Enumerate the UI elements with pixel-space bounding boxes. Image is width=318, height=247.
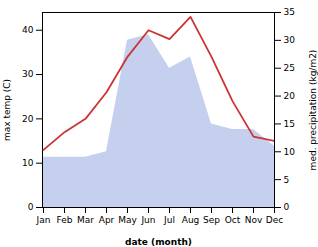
svg-text:0: 0 [284,202,290,212]
svg-text:Aug: Aug [182,215,200,225]
svg-text:Jul: Jul [163,215,175,225]
svg-text:Dec: Dec [266,215,283,225]
svg-text:med. precipitation (kg/m2): med. precipitation (kg/m2) [308,50,318,171]
svg-text:0: 0 [28,202,34,212]
svg-text:35: 35 [284,7,295,17]
svg-text:Oct: Oct [225,215,241,225]
svg-text:Feb: Feb [57,215,73,225]
svg-text:5: 5 [284,175,290,185]
svg-text:25: 25 [284,63,295,73]
svg-text:May: May [118,215,137,225]
svg-text:15: 15 [284,119,295,129]
svg-text:Apr: Apr [99,215,115,225]
svg-text:10: 10 [284,147,296,157]
svg-text:max temp (C): max temp (C) [2,79,12,141]
svg-text:date (month): date (month) [125,237,192,247]
svg-text:Sep: Sep [203,215,220,225]
svg-text:30: 30 [22,69,34,79]
svg-text:20: 20 [284,91,296,101]
svg-text:Nov: Nov [245,215,263,225]
svg-text:Mar: Mar [77,215,94,225]
svg-text:Jun: Jun [140,215,155,225]
svg-text:20: 20 [22,114,34,124]
svg-text:Jan: Jan [36,215,51,225]
svg-text:30: 30 [284,35,296,45]
svg-text:40: 40 [22,25,34,35]
svg-text:10: 10 [22,158,34,168]
